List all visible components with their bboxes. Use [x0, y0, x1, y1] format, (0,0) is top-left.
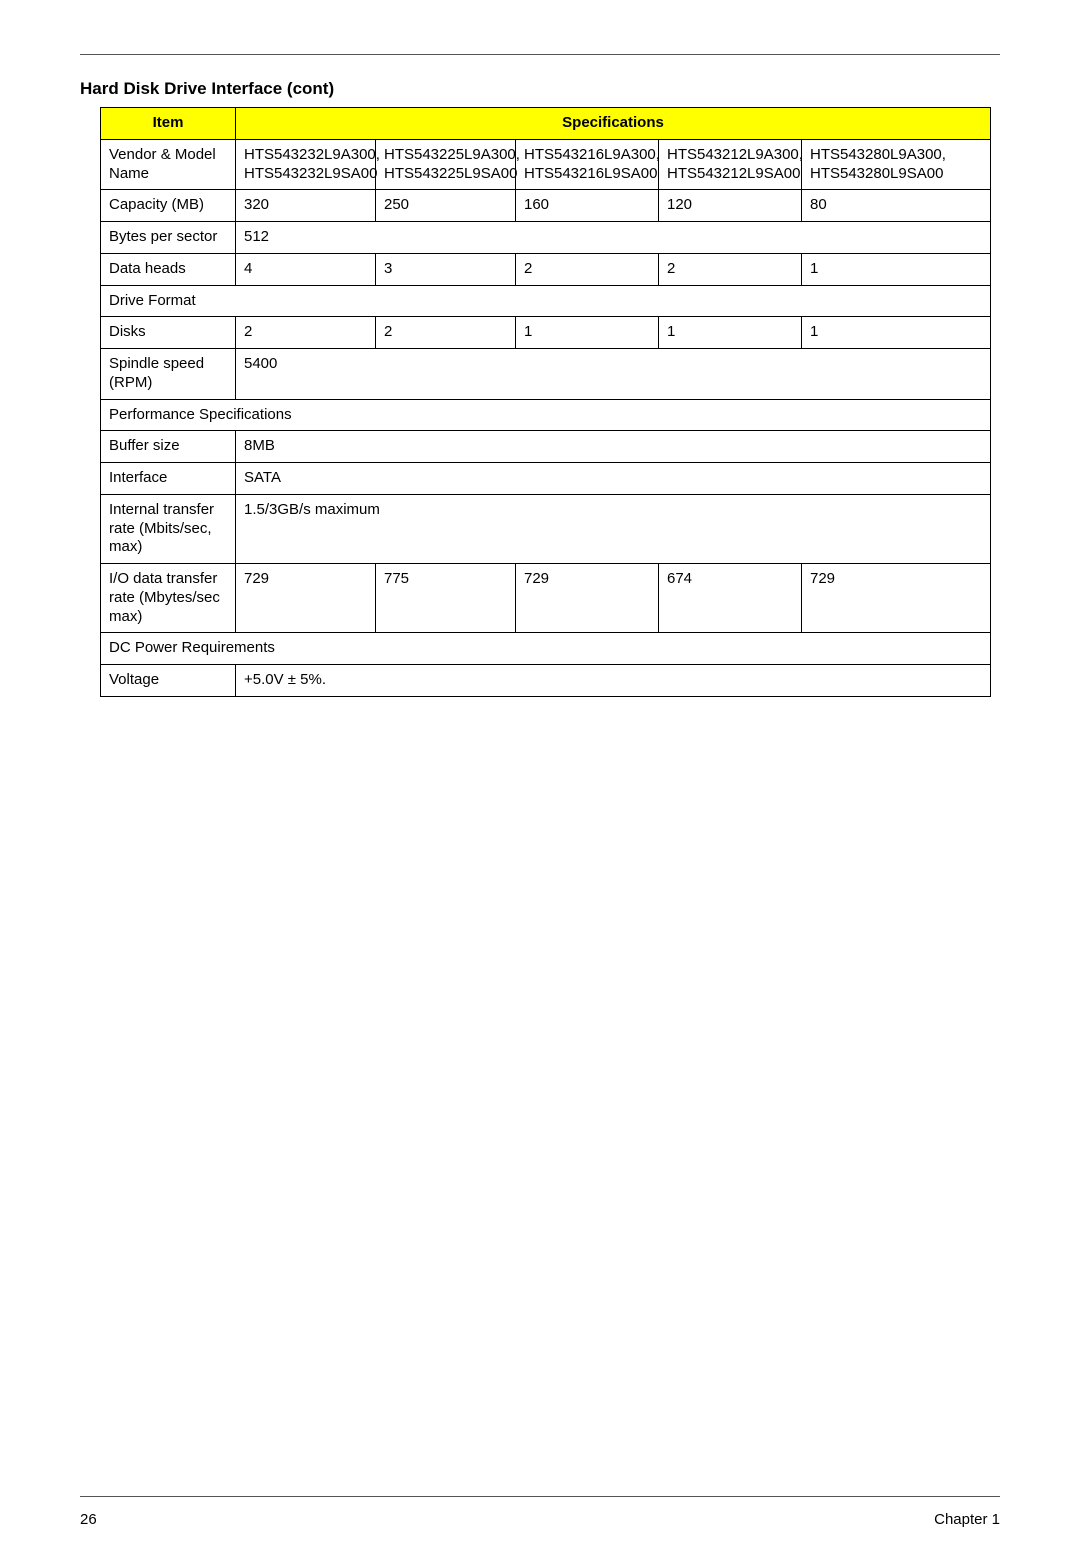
row-capacity: Capacity (MB) 320 250 160 120 80 [101, 190, 991, 222]
cell-label: Interface [101, 463, 236, 495]
spec-table: Item Specifications Vendor & Model Name … [100, 107, 991, 697]
row-heads: Data heads 4 3 2 2 1 [101, 253, 991, 285]
footer: 26 Chapter 1 [80, 1496, 1000, 1528]
cell-label: Internal transfer rate (Mbits/sec, max) [101, 494, 236, 563]
cell-span: 5400 [236, 349, 991, 400]
cell-label: Data heads [101, 253, 236, 285]
th-specs: Specifications [236, 108, 991, 140]
row-spindle: Spindle speed (RPM) 5400 [101, 349, 991, 400]
cell-label: Vendor & Model Name [101, 139, 236, 190]
cell: 729 [236, 564, 376, 633]
cell: 250 [376, 190, 516, 222]
cell-label: Bytes per sector [101, 222, 236, 254]
cell: HTS543212L9A300, HTS543212L9SA00 [659, 139, 802, 190]
chapter-label: Chapter 1 [934, 1511, 1000, 1528]
row-driveformat: Drive Format [101, 285, 991, 317]
cell: 729 [802, 564, 991, 633]
cell: HTS543280L9A300, HTS543280L9SA00 [802, 139, 991, 190]
cell: 4 [236, 253, 376, 285]
cell: 729 [516, 564, 659, 633]
row-bytes: Bytes per sector 512 [101, 222, 991, 254]
row-dcpower: DC Power Requirements [101, 633, 991, 665]
cell: 320 [236, 190, 376, 222]
cell: 2 [516, 253, 659, 285]
cell: 2 [236, 317, 376, 349]
cell: 3 [376, 253, 516, 285]
row-vendor: Vendor & Model Name HTS543232L9A300, HTS… [101, 139, 991, 190]
row-disks: Disks 2 2 1 1 1 [101, 317, 991, 349]
cell-label: I/O data transfer rate (Mbytes/sec max) [101, 564, 236, 633]
cell-span: 1.5/3GB/s maximum [236, 494, 991, 563]
cell: 120 [659, 190, 802, 222]
cell-section: Drive Format [101, 285, 991, 317]
cell: HTS543232L9A300, HTS543232L9SA00 [236, 139, 376, 190]
cell: 2 [376, 317, 516, 349]
cell-span: 8MB [236, 431, 991, 463]
cell-section: Performance Specifications [101, 399, 991, 431]
cell: 1 [659, 317, 802, 349]
cell-section: DC Power Requirements [101, 633, 991, 665]
cell: 1 [802, 253, 991, 285]
row-buffer: Buffer size 8MB [101, 431, 991, 463]
row-perf: Performance Specifications [101, 399, 991, 431]
cell-span: SATA [236, 463, 991, 495]
cell: HTS543216L9A300, HTS543216L9SA00 [516, 139, 659, 190]
cell: 80 [802, 190, 991, 222]
cell: 674 [659, 564, 802, 633]
th-item: Item [101, 108, 236, 140]
top-rule [80, 54, 1000, 55]
cell: 2 [659, 253, 802, 285]
cell: 1 [802, 317, 991, 349]
row-internal: Internal transfer rate (Mbits/sec, max) … [101, 494, 991, 563]
cell-label: Buffer size [101, 431, 236, 463]
cell-span: 512 [236, 222, 991, 254]
cell-label: Capacity (MB) [101, 190, 236, 222]
cell-label: Voltage [101, 665, 236, 697]
row-io: I/O data transfer rate (Mbytes/sec max) … [101, 564, 991, 633]
row-voltage: Voltage +5.0V ± 5%. [101, 665, 991, 697]
cell-label: Disks [101, 317, 236, 349]
section-title: Hard Disk Drive Interface (cont) [80, 79, 1000, 99]
cell: 1 [516, 317, 659, 349]
page-number: 26 [80, 1511, 97, 1528]
cell-label: Spindle speed (RPM) [101, 349, 236, 400]
row-interface: Interface SATA [101, 463, 991, 495]
table-header-row: Item Specifications [101, 108, 991, 140]
cell-span: +5.0V ± 5%. [236, 665, 991, 697]
cell: HTS543225L9A300, HTS543225L9SA00 [376, 139, 516, 190]
cell: 160 [516, 190, 659, 222]
page: Hard Disk Drive Interface (cont) Item Sp… [0, 54, 1080, 1566]
cell: 775 [376, 564, 516, 633]
